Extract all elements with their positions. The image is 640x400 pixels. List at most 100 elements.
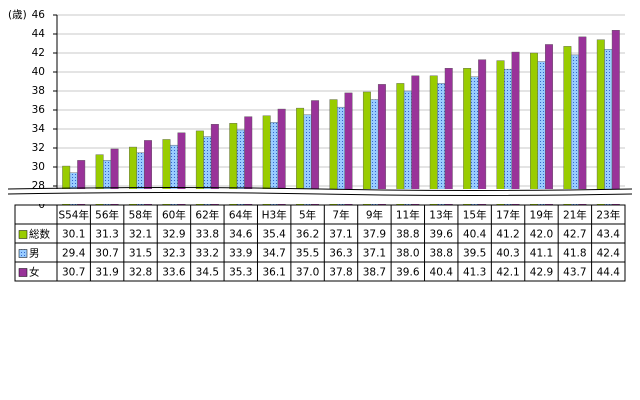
- table-value: 31.3: [95, 229, 118, 241]
- table-value: 38.7: [363, 267, 386, 279]
- legend-label: 総数: [29, 228, 50, 241]
- table-value: 38.8: [396, 229, 419, 241]
- x-tick-label: 7年: [332, 209, 349, 222]
- table-value: 43.7: [563, 267, 586, 279]
- bar: [463, 67, 472, 206]
- x-tick-label: 15年: [463, 209, 487, 222]
- break-line: [7, 192, 633, 196]
- y-unit-label: (歳): [8, 9, 27, 21]
- x-tick-label: 19年: [530, 209, 554, 222]
- table-value: 40.4: [463, 229, 487, 241]
- table-value: 35.4: [262, 229, 286, 241]
- bar: [429, 75, 438, 206]
- table-value: 39.6: [396, 267, 420, 279]
- y-tick-label: 32: [32, 142, 45, 154]
- legend-swatch: [18, 249, 28, 258]
- axis-break: [8, 189, 632, 204]
- table-value: 36.2: [296, 229, 319, 241]
- table-value: 42.1: [496, 267, 519, 279]
- bar: [344, 92, 353, 206]
- bar: [578, 36, 587, 206]
- table-value: 34.6: [229, 229, 253, 241]
- table-value: 32.1: [129, 229, 152, 241]
- table-value: 41.8: [563, 248, 586, 260]
- bar: [496, 60, 505, 206]
- table-value: 37.1: [363, 248, 386, 260]
- table-value: 41.2: [496, 229, 519, 241]
- break-line: [7, 187, 633, 191]
- table-value: 44.4: [597, 267, 621, 279]
- table-value: 33.8: [196, 229, 219, 241]
- table-value: 37.1: [329, 229, 352, 241]
- y-tick-label: 34: [32, 123, 46, 135]
- table-value: 36.1: [262, 267, 285, 279]
- bar: [396, 83, 405, 206]
- table-value: 31.9: [95, 267, 118, 279]
- table-value: 33.9: [229, 248, 252, 260]
- bar: [470, 76, 479, 206]
- table-value: 30.7: [95, 248, 118, 260]
- table-value: 37.9: [363, 229, 386, 241]
- legend-swatch: [18, 230, 28, 239]
- table-value: 42.4: [597, 248, 621, 260]
- table-value: 43.4: [597, 229, 621, 241]
- x-tick-label: 56年: [95, 209, 119, 222]
- y-tick-label: 38: [32, 85, 45, 97]
- bar: [403, 90, 412, 206]
- table-value: 36.3: [329, 248, 352, 260]
- y-tick-label: 46: [32, 9, 46, 21]
- bar: [377, 84, 386, 206]
- x-tick-label: 58年: [129, 209, 153, 222]
- table-value: 33.2: [196, 248, 219, 260]
- table-value: 30.7: [62, 267, 85, 279]
- table-value: 34.5: [196, 267, 219, 279]
- x-tick-label: 21年: [563, 209, 587, 222]
- table-value: 41.3: [463, 267, 486, 279]
- y-tick-label: 36: [32, 104, 46, 116]
- x-tick-label: 9年: [366, 209, 383, 222]
- bar: [444, 67, 453, 206]
- bar: [504, 68, 513, 206]
- bar: [563, 46, 572, 206]
- x-tick-label: 62年: [195, 209, 219, 222]
- table-value: 41.1: [530, 248, 553, 260]
- table-value: 42.7: [563, 229, 586, 241]
- table-value: 32.3: [162, 248, 185, 260]
- y-tick-label: 44: [32, 28, 46, 40]
- x-tick-label: S54年: [58, 209, 89, 222]
- x-tick-label: 5年: [299, 209, 316, 222]
- bar: [478, 59, 487, 206]
- table-value: 29.4: [62, 248, 86, 260]
- y-tick-label: 42: [32, 47, 45, 59]
- table-value: 40.3: [496, 248, 519, 260]
- table-value: 31.5: [129, 248, 152, 260]
- bar: [411, 75, 420, 206]
- bar: [437, 83, 446, 206]
- x-tick-label: 23年: [596, 209, 620, 222]
- y-tick-label: 30: [32, 161, 45, 173]
- table-value: 30.1: [62, 229, 85, 241]
- table-value: 38.8: [430, 248, 453, 260]
- table-value: 40.4: [430, 267, 454, 279]
- table-value: 37.0: [296, 267, 319, 279]
- table-value: 33.6: [162, 267, 186, 279]
- bar: [362, 91, 371, 206]
- bar: [604, 49, 613, 206]
- table-value: 42.0: [530, 229, 553, 241]
- x-tick-label: 60年: [162, 209, 186, 222]
- table-value: 35.5: [296, 248, 319, 260]
- x-tick-label: 11年: [396, 209, 420, 222]
- table-value: 34.7: [262, 248, 285, 260]
- bar: [511, 51, 520, 206]
- x-tick-label: 17年: [496, 209, 520, 222]
- bar: [537, 61, 546, 206]
- table-value: 38.0: [396, 248, 419, 260]
- table-value: 42.9: [530, 267, 553, 279]
- legend-swatch: [18, 268, 28, 277]
- bar: [545, 44, 553, 206]
- table-value: 39.5: [463, 248, 486, 260]
- bar: [530, 52, 538, 206]
- table-value: 37.8: [329, 267, 352, 279]
- legend-label: 女: [29, 266, 40, 279]
